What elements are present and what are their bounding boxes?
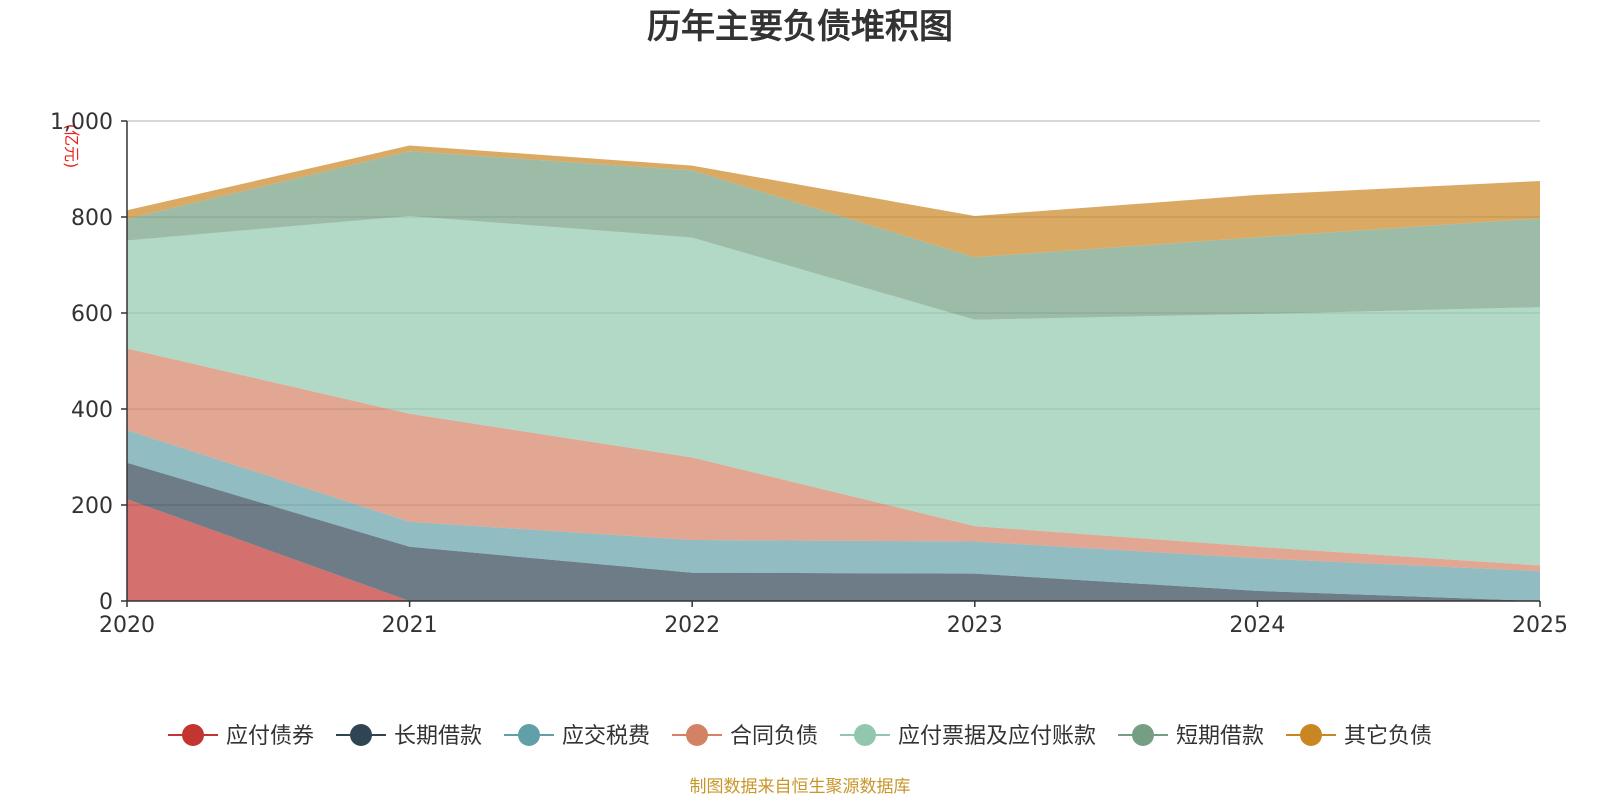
legend-item-3[interactable]: 合同负债 [672, 724, 818, 749]
area-series-1 [127, 462, 1540, 601]
legend-dot-marker [686, 724, 708, 746]
legend: 应付债券 长期借款 应交税费 合同负债 应付票据及应付账款 短期借款 其它负债 [168, 724, 1432, 749]
y-tick-label: 600 [71, 302, 113, 327]
legend-item-6[interactable]: 其它负债 [1286, 724, 1432, 749]
area-series-2 [127, 430, 1540, 601]
area-series-3 [127, 348, 1540, 572]
legend-item-4[interactable]: 应付票据及应付账款 [840, 724, 1096, 749]
legend-dot-marker [350, 724, 372, 746]
y-tick-label: 0 [99, 590, 113, 615]
area-series-4 [127, 216, 1540, 566]
legend-label: 应交税费 [562, 724, 650, 749]
legend-dot-marker [854, 724, 876, 746]
area-series-6 [127, 145, 1540, 258]
legend-label: 应付票据及应付账款 [898, 724, 1096, 749]
axes [126, 121, 1540, 602]
y-tick-label: 1,000 [50, 110, 113, 135]
data-source-note: 制图数据来自恒生聚源数据库 [690, 777, 911, 797]
area-series-5 [127, 151, 1540, 320]
x-tick-label: 2021 [382, 613, 438, 638]
x-tick-label: 2024 [1229, 613, 1285, 638]
x-tick-label: 2025 [1512, 613, 1568, 638]
legend-label: 短期借款 [1176, 724, 1264, 749]
x-axis-ticks: 2020 2021 2022 2023 2024 2025 [99, 601, 1568, 638]
legend-label: 应付债券 [226, 724, 314, 749]
legend-dot-marker [1132, 724, 1154, 746]
y-tick-label: 800 [71, 206, 113, 231]
x-tick-label: 2020 [99, 613, 155, 638]
legend-dot-marker [1300, 724, 1322, 746]
y-axis-unit-label: (亿元) [62, 124, 81, 169]
legend-label: 长期借款 [394, 724, 482, 749]
legend-item-2[interactable]: 应交税费 [504, 724, 650, 749]
legend-label: 其它负债 [1344, 724, 1432, 749]
legend-dot-marker [182, 724, 204, 746]
area-series-group [127, 145, 1540, 601]
legend-dot-marker [518, 724, 540, 746]
y-tick-label: 200 [71, 494, 113, 519]
x-tick-label: 2022 [664, 613, 720, 638]
legend-label: 合同负债 [730, 724, 818, 749]
legend-item-0[interactable]: 应付债券 [168, 724, 314, 749]
legend-item-5[interactable]: 短期借款 [1118, 724, 1264, 749]
x-tick-label: 2023 [947, 613, 1003, 638]
y-axis-ticks: 0 200 400 600 800 1,000 [50, 110, 127, 615]
y-tick-label: 400 [71, 398, 113, 423]
legend-item-1[interactable]: 长期借款 [336, 724, 482, 749]
chart-title: 历年主要负债堆积图 [647, 7, 953, 47]
area-series-0 [127, 499, 1540, 601]
